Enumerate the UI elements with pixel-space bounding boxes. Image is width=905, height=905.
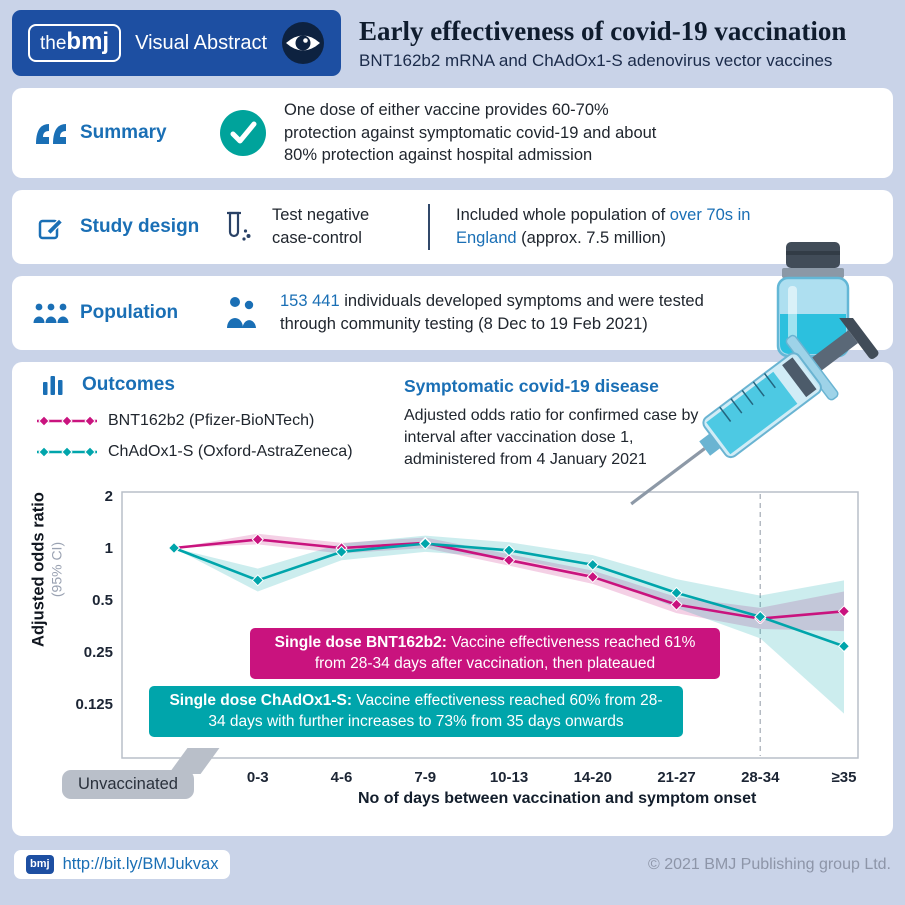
svg-text:0.5: 0.5 [92, 592, 113, 609]
y-axis-title: Adjusted odds ratio (95% CI) [30, 460, 65, 680]
quote-icon [30, 120, 72, 146]
header: thebmj Visual Abstract Early effectivene… [0, 10, 905, 76]
svg-text:0.25: 0.25 [84, 644, 113, 661]
population-text: 153 441 individuals developed symptoms a… [280, 290, 760, 336]
callout-bnt162b2-text: Vaccine effectiveness reached 61% from 2… [314, 634, 696, 672]
outcomes-top: Outcomes BNT162b2 (Pfizer-BioNTech) ChAd… [32, 374, 873, 470]
two-people-icon [220, 296, 262, 330]
callout-chadox1: Single dose ChAdOx1-S: Vaccine effective… [149, 686, 683, 738]
check-circle-icon [220, 110, 266, 156]
svg-text:1: 1 [105, 540, 113, 557]
bmj-brand-band: thebmj Visual Abstract [12, 10, 342, 76]
study-desc-highlight: over 70s in England [456, 206, 751, 247]
y-axis-label: Adjusted odds ratio [29, 492, 48, 648]
y-axis-gutter: Adjusted odds ratio (95% CI) [30, 482, 66, 822]
test-tube-icon [216, 209, 258, 245]
legend-label-chadox1: ChAdOx1-S (Oxford-AstraZeneca) [108, 443, 353, 460]
outcomes-left: Outcomes BNT162b2 (Pfizer-BioNTech) ChAd… [32, 374, 404, 470]
summary-label: Summary [80, 122, 167, 143]
svg-text:4-6: 4-6 [331, 769, 353, 786]
series-sample-bnt162b2 [36, 414, 98, 428]
svg-text:7-9: 7-9 [414, 769, 436, 786]
page-title: Early effectiveness of covid-19 vaccinat… [359, 15, 847, 46]
title-block: Early effectiveness of covid-19 vaccinat… [359, 10, 846, 76]
population-text-after: individuals developed symptoms and were … [280, 292, 704, 333]
page-subtitle: BNT162b2 mRNA and ChAdOx1-S adenovirus v… [359, 50, 833, 70]
callout-bnt162b2: Single dose BNT162b2: Vaccine effectiven… [250, 628, 720, 680]
chart: 2 1 0.5 0.25 0.125 0-3 4-6 7-9 10-13 14-20 21-27 28… [62, 482, 866, 822]
callout-chadox1-text: Vaccine effectiveness reached 60% from 2… [208, 692, 663, 730]
population-label: Population [80, 302, 179, 323]
brand-text: Visual Abstract [135, 31, 268, 54]
eye-icon [281, 21, 325, 65]
legend-item-bnt162b2: BNT162b2 (Pfizer-BioNTech) [36, 412, 404, 430]
svg-text:2: 2 [105, 488, 113, 505]
svg-text:14-20: 14-20 [574, 769, 612, 786]
bmj-link-text: http://bit.ly/BMJukvax [62, 855, 219, 874]
pencil-icon [30, 214, 72, 241]
legend-item-chadox1: ChAdOx1-S (Oxford-AstraZeneca) [36, 443, 404, 461]
svg-text:10-13: 10-13 [490, 769, 528, 786]
x-axis-label: No of days between vaccination and sympt… [358, 790, 757, 808]
study-method: Test negative case-control [272, 204, 402, 250]
bmj-logo-bmj: bmj [66, 28, 110, 55]
people-icon [30, 302, 72, 325]
summary-text: One dose of either vaccine provides 60-7… [284, 100, 657, 165]
bmj-logo: thebmj [28, 24, 122, 62]
legend: BNT162b2 (Pfizer-BioNTech) ChAdOx1-S (Ox… [36, 412, 404, 461]
population-label-group: Population [30, 302, 202, 325]
bmj-logo-the: the [40, 33, 67, 54]
footer: bmj http://bit.ly/BMJukvax © 2021 BMJ Pu… [14, 850, 891, 880]
divider [428, 204, 430, 250]
svg-text:28-34: 28-34 [741, 769, 780, 786]
outcomes-label: Outcomes [82, 374, 175, 395]
bmj-mini-logo: bmj [26, 855, 54, 875]
svg-text:0-3: 0-3 [247, 769, 269, 786]
study-method-line2: case-control [272, 229, 362, 247]
svg-text:21-27: 21-27 [657, 769, 695, 786]
svg-text:≥35: ≥35 [832, 769, 857, 786]
y-axis-sublabel: (95% CI) [48, 542, 65, 598]
legend-label-bnt162b2: BNT162b2 (Pfizer-BioNTech) [108, 412, 315, 429]
study-design-label-group: Study design [30, 214, 202, 241]
bar-chart-icon [32, 374, 74, 396]
series-sample-chadox1 [36, 445, 98, 459]
population-card: Population 153 441 individuals developed… [12, 276, 893, 350]
bmj-link[interactable]: bmj http://bit.ly/BMJukvax [14, 850, 231, 880]
copyright: © 2021 BMJ Publishing group Ltd. [647, 855, 891, 873]
outcomes-right: Symptomatic covid-19 disease Adjusted od… [404, 374, 716, 470]
callout-chadox1-bold: Single dose ChAdOx1-S: [169, 692, 353, 710]
chart-description: Adjusted odds ratio for confirmed case b… [404, 407, 699, 468]
unvaccinated-label: Unvaccinated [62, 770, 194, 800]
callout-bnt162b2-bold: Single dose BNT162b2: [274, 634, 447, 652]
study-desc-prefix: Included whole population of [456, 206, 670, 225]
chart-title: Symptomatic covid-19 disease [404, 376, 659, 396]
study-design-card: Study design Test negative case-control … [12, 190, 893, 264]
study-description: Included whole population of over 70s in… [456, 204, 756, 250]
study-method-line1: Test negative [272, 206, 370, 225]
study-design-label: Study design [80, 216, 200, 237]
summary-label-group: Summary [30, 120, 202, 146]
summary-card: Summary One dose of either vaccine provi… [12, 88, 893, 178]
outcomes-label-group: Outcomes [32, 374, 204, 396]
population-count: 153 441 [280, 292, 340, 311]
outcomes-card: Outcomes BNT162b2 (Pfizer-BioNTech) ChAd… [12, 362, 893, 837]
study-desc-suffix: (approx. 7.5 million) [516, 229, 667, 247]
svg-text:0.125: 0.125 [75, 696, 113, 713]
chart-area: Adjusted odds ratio (95% CI) 2 1 0.5 0.25 0.… [30, 482, 873, 822]
